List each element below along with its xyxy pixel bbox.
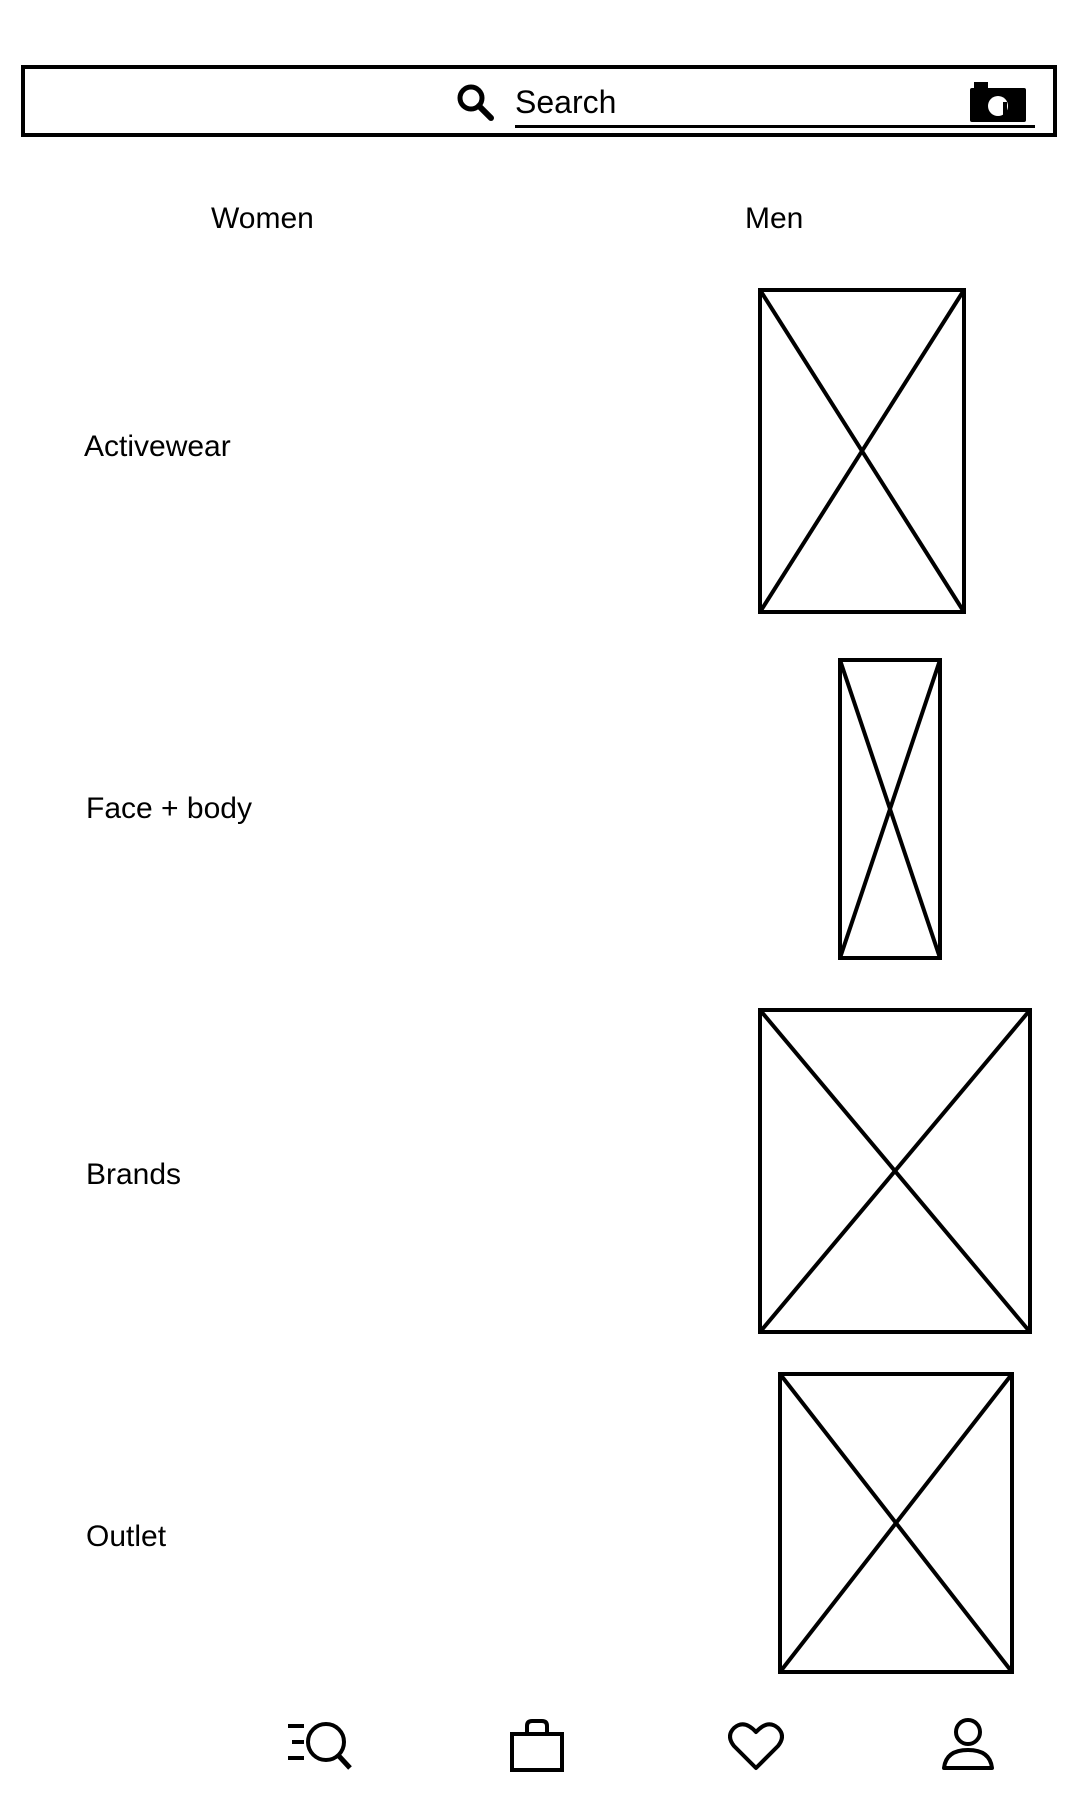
nav-wishlist[interactable] xyxy=(728,1720,784,1772)
category-label: Brands xyxy=(86,1158,182,1191)
shopping-bag-icon xyxy=(508,1718,566,1774)
category-outlet[interactable]: Outlet xyxy=(0,1372,1080,1712)
tab-men[interactable]: Men xyxy=(745,202,804,235)
nav-account[interactable] xyxy=(940,1716,996,1772)
category-image xyxy=(778,1372,1014,1674)
category-label: Outlet xyxy=(86,1520,167,1553)
tab-women[interactable]: Women xyxy=(211,202,314,235)
category-face-body[interactable]: Face + body xyxy=(0,650,1080,980)
profile-icon xyxy=(940,1716,996,1772)
category-label: Face + body xyxy=(86,792,252,825)
nav-bag[interactable] xyxy=(508,1718,566,1774)
camera-icon[interactable] xyxy=(968,80,1028,124)
heart-icon xyxy=(728,1720,784,1772)
menu-search-icon xyxy=(284,1718,364,1774)
category-image xyxy=(838,658,942,960)
category-image xyxy=(758,1008,1032,1334)
category-image xyxy=(758,288,966,614)
nav-browse[interactable] xyxy=(284,1718,364,1774)
search-input[interactable] xyxy=(515,80,1035,128)
category-activewear[interactable]: Activewear xyxy=(0,280,1080,620)
search-icon xyxy=(455,82,495,122)
category-brands[interactable]: Brands xyxy=(0,1008,1080,1348)
category-label: Activewear xyxy=(84,430,231,463)
